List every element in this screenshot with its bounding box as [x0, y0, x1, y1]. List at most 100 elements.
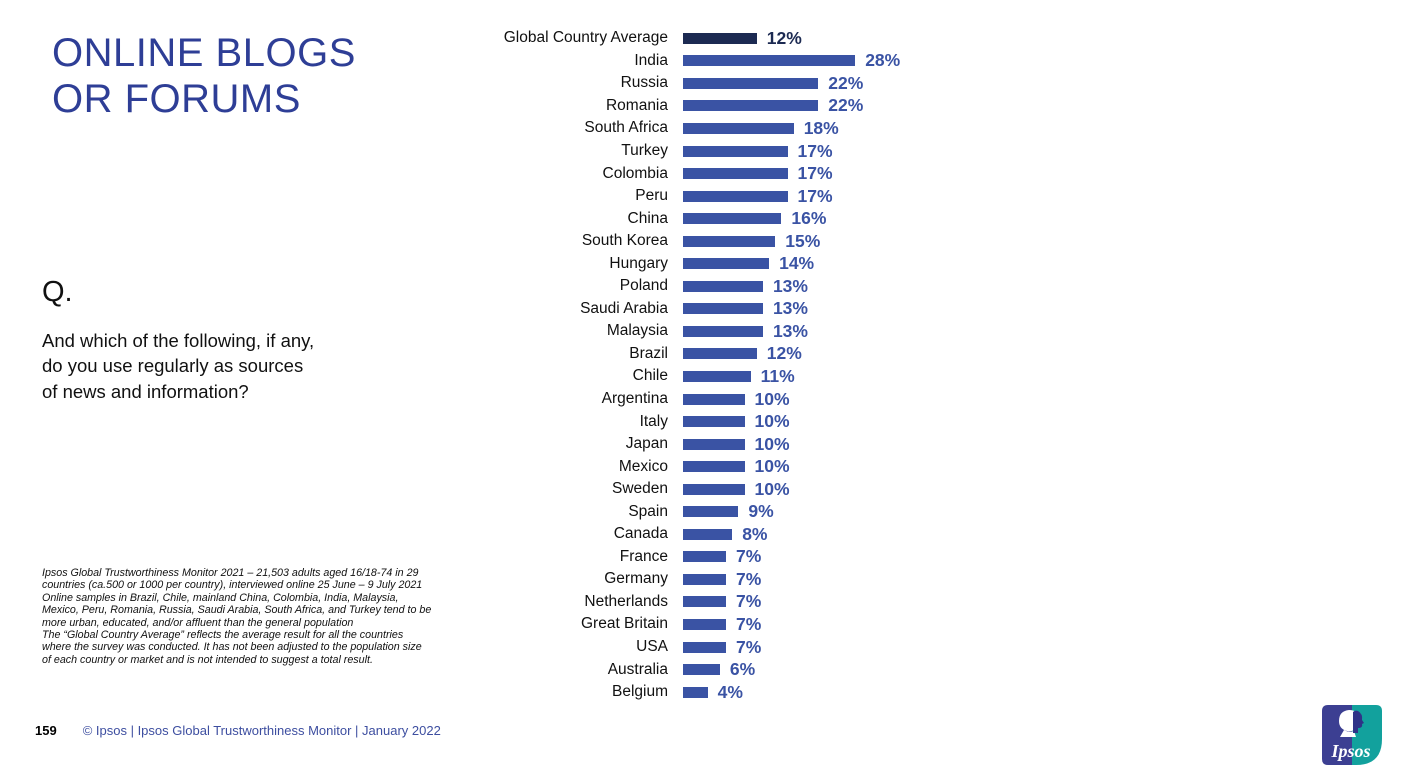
footnote-para-2: Online samples in Brazil, Chile, mainlan…: [42, 591, 432, 629]
value-label: 17%: [797, 140, 833, 161]
category-label: USA: [636, 638, 668, 656]
question-text: And which of the following, if any, do y…: [42, 330, 315, 402]
chart-row: Malaysia 13%: [480, 320, 900, 343]
chart-row: Argentina 10%: [480, 388, 900, 411]
bar: [683, 122, 794, 134]
chart-row: Canada 8%: [480, 523, 900, 546]
value-label: 22%: [828, 95, 864, 116]
bar: [683, 325, 763, 337]
category-label: Argentina: [601, 390, 668, 408]
chart-row: India 28%: [480, 50, 900, 73]
category-label: Japan: [625, 435, 668, 453]
value-label: 8%: [742, 523, 768, 544]
chart-row: Italy 10%: [480, 410, 900, 433]
value-label: 17%: [797, 185, 833, 206]
category-label: China: [627, 209, 669, 227]
category-label: Australia: [607, 660, 668, 678]
chart-row: Australia 6%: [480, 658, 900, 681]
bar: [683, 280, 763, 292]
value-label: 13%: [772, 298, 808, 319]
bar: [683, 348, 757, 360]
value-label: 9%: [748, 501, 774, 522]
bar: [683, 686, 708, 698]
footnote-para-3: The “Global Country Average” reflects th…: [42, 629, 422, 666]
chart-row: USA 7%: [480, 636, 900, 659]
value-label: 10%: [754, 411, 790, 432]
bar: [683, 506, 739, 518]
page-number: 159: [35, 723, 57, 738]
chart-row: Turkey 17%: [480, 140, 900, 163]
value-label: 7%: [736, 546, 762, 567]
bar: [683, 258, 770, 270]
chart-row: Russia 22%: [480, 72, 900, 95]
bar: [683, 641, 727, 653]
category-label: Poland: [619, 277, 668, 295]
chart-row: Brazil 12%: [480, 343, 900, 366]
value-label: 10%: [754, 433, 790, 454]
chart-row: Sweden 10%: [480, 478, 900, 501]
bar: [683, 77, 819, 89]
chart-row: Romania 22%: [480, 95, 900, 118]
bar-chart: Global Country Average 12% India 28% Russia 2…: [480, 27, 901, 704]
category-label: Global Country Average: [503, 29, 668, 47]
chart-row: Mexico 10%: [480, 455, 900, 478]
chart-row: Belgium 4%: [480, 681, 900, 704]
category-label: Spain: [628, 502, 668, 520]
chart-row: South Korea 15%: [480, 230, 900, 253]
value-label: 14%: [779, 253, 815, 274]
category-label: Brazil: [629, 344, 668, 362]
chart-row: Japan 10%: [480, 433, 900, 456]
bar: [683, 551, 727, 563]
value-label: 10%: [754, 478, 790, 499]
value-label: 7%: [736, 636, 762, 657]
bar: [683, 416, 745, 428]
bar: [683, 461, 745, 473]
category-label: France: [619, 547, 668, 565]
category-label: Turkey: [621, 142, 668, 159]
category-label: India: [634, 51, 668, 69]
category-label: South Africa: [584, 119, 668, 137]
value-label: 15%: [785, 230, 821, 251]
value-label: 7%: [736, 568, 762, 589]
chart-row: Poland 13%: [480, 275, 900, 298]
category-label: Sweden: [611, 480, 668, 498]
category-label: Germany: [604, 570, 668, 588]
category-label: Netherlands: [584, 592, 668, 610]
category-label: Hungary: [609, 254, 668, 272]
chart-row: South Africa 18%: [480, 117, 900, 140]
ipsos-logo-graphic: Ipsos: [1322, 705, 1382, 765]
category-label: Mexico: [618, 457, 668, 475]
chart-row: Hungary 14%: [480, 252, 900, 275]
bar: [683, 618, 727, 630]
category-label: Russia: [620, 74, 668, 92]
bar: [683, 235, 776, 247]
category-label: Colombia: [602, 164, 668, 182]
chart-row: Great Britain 7%: [480, 613, 900, 636]
value-label: 12%: [766, 27, 802, 48]
category-label: Belgium: [612, 683, 668, 701]
bar: [683, 190, 788, 202]
chart-row: Spain 9%: [480, 500, 900, 523]
chart-row: Chile 11%: [480, 365, 900, 388]
bar: [683, 438, 745, 450]
bar: [683, 528, 733, 540]
bar: [683, 573, 727, 585]
category-label: Malaysia: [606, 322, 668, 340]
chart-row: Global Country Average 12%: [480, 27, 900, 50]
chart-row: China 16%: [480, 207, 900, 230]
value-label: 11%: [760, 365, 795, 386]
category-label: Peru: [635, 187, 668, 205]
chart-row: Germany 7%: [480, 568, 900, 591]
value-label: 18%: [803, 117, 839, 138]
bar: [683, 664, 720, 676]
chart-row: Colombia 17%: [480, 162, 900, 185]
bar: [683, 145, 788, 157]
copyright-text: © Ipsos | Ipsos Global Trustworthiness M…: [82, 723, 441, 738]
bar: [683, 393, 745, 405]
chart-row: Peru 17%: [480, 185, 900, 208]
category-label: Chile: [632, 367, 668, 385]
bar: [683, 303, 763, 315]
value-label: 6%: [729, 659, 756, 680]
value-label: 13%: [772, 320, 808, 341]
